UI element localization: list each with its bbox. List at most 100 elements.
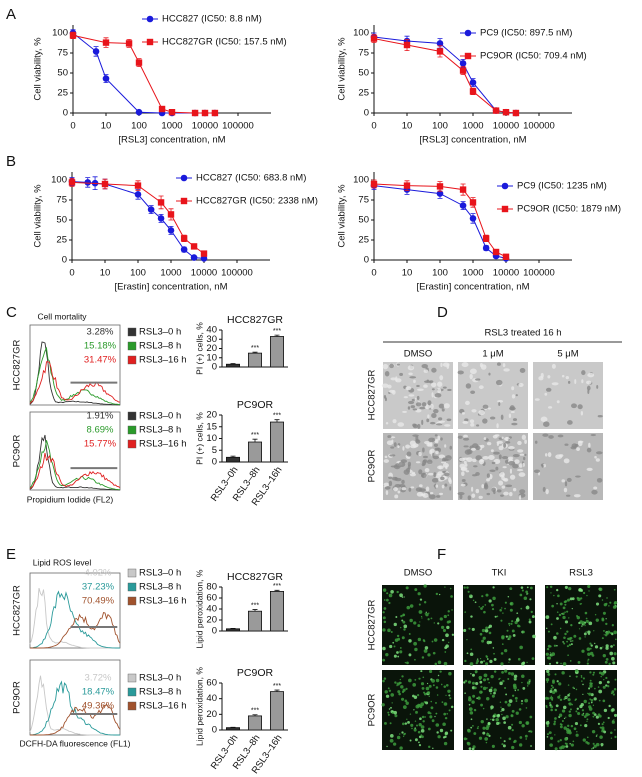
x-tick-label: 100: [432, 121, 448, 132]
fluorescent-cell: [546, 681, 549, 683]
cell: [591, 489, 598, 495]
fluorescent-cell: [608, 704, 611, 708]
flow-x-label: DCFH-DA fluorescence (FL1): [19, 738, 130, 748]
fluorescent-cell: [529, 586, 533, 590]
cell: [440, 362, 443, 368]
fluorescent-cell: [486, 697, 490, 701]
fluorescent-cell: [554, 673, 557, 676]
panel-label: F: [437, 546, 446, 563]
x-tick-label: 100000: [221, 268, 253, 279]
y-axis-label: Cell viability, %: [337, 184, 348, 248]
fluorescent-cell: [386, 745, 388, 748]
fluorescent-cell: [443, 661, 448, 666]
fluorescent-cell: [509, 587, 513, 591]
cell: [498, 480, 504, 486]
fluorescent-cell: [593, 697, 597, 701]
legend-swatch: [127, 411, 137, 421]
fluorescent-cell: [484, 737, 489, 741]
fluorescent-cell: [583, 715, 587, 718]
fluorescent-cell: [502, 716, 506, 721]
fluorescent-cell: [476, 697, 478, 700]
fluorescent-cell: [526, 661, 528, 664]
cell: [442, 462, 449, 468]
fluorescent-cell: [547, 630, 550, 633]
cell: [390, 377, 397, 381]
fluorescent-cell: [557, 695, 561, 699]
fluorescent-cell: [431, 679, 435, 683]
data-point: [512, 109, 520, 117]
cell: [540, 416, 548, 422]
fluorescent-cell: [486, 687, 488, 689]
fluorescent-cell: [387, 713, 390, 716]
cell: [428, 494, 436, 500]
cell: [432, 452, 435, 458]
cell: [486, 478, 490, 482]
fluorescent-cell: [613, 601, 618, 605]
fluorescent-cell: [585, 619, 589, 623]
error-bar: [252, 714, 258, 716]
fluorescent-cell: [570, 708, 572, 711]
fluorescent-cell: [418, 744, 422, 747]
fluorescent-cell: [507, 671, 511, 675]
fluorescent-cell: [551, 604, 554, 608]
fluorescent-cell: [382, 588, 387, 592]
cell: [443, 403, 450, 409]
fluorescent-cell: [577, 712, 581, 716]
data-point: [492, 107, 500, 114]
cell: [428, 437, 436, 443]
fluorescent-cell: [528, 618, 531, 621]
fluorescent-cell: [474, 686, 477, 690]
cell: [534, 440, 538, 444]
cell: [486, 492, 491, 496]
fluorescent-cell: [531, 615, 535, 619]
fluorescent-cell: [592, 673, 595, 676]
fluorescent-cell: [488, 631, 492, 635]
micrograph: [533, 433, 603, 500]
fluorescent-cell: [568, 586, 572, 591]
cell: [434, 447, 440, 451]
fluorescent-cell: [439, 728, 444, 733]
fluorescent-cell: [502, 744, 506, 748]
row-label: PC9OR: [12, 681, 23, 714]
fluorescent-cell: [526, 586, 529, 589]
fluorescent-cell: [607, 716, 610, 720]
fluorescent-cell: [401, 596, 404, 598]
cell: [430, 382, 437, 388]
fluorescent-cell: [516, 612, 519, 615]
fluorescent-cell: [428, 612, 430, 614]
x-tick-label: 100: [131, 121, 147, 132]
fluorescent-cell: [486, 718, 488, 720]
cell: [421, 463, 425, 467]
cell: [410, 486, 415, 489]
fluorescent-cell: [601, 729, 604, 733]
cell: [524, 439, 527, 444]
fluorescent-cell: [488, 640, 492, 644]
cell: [496, 362, 501, 366]
fluorescent-cell: [384, 721, 387, 725]
fluorescent-cell: [478, 675, 483, 680]
fluorescent-cell: [483, 673, 488, 678]
fluorescent-cell: [414, 678, 417, 681]
fluorescent-cell: [592, 742, 595, 745]
y-tick-label: 30: [206, 334, 217, 345]
y-tick-label: 15: [206, 421, 217, 432]
fluorescent-cell: [425, 612, 429, 617]
cell: [411, 471, 416, 475]
fluorescent-cell: [524, 698, 529, 703]
fluorescent-cell: [495, 717, 500, 722]
cell: [482, 456, 489, 460]
cell: [596, 385, 599, 389]
fluorescent-cell: [445, 694, 447, 697]
fluorescent-cell: [390, 693, 395, 697]
data-point: [403, 41, 411, 49]
fluorescent-cell: [463, 628, 467, 633]
fluorescent-cell: [420, 682, 425, 686]
fluorescent-cell: [525, 605, 530, 610]
cell: [480, 444, 485, 449]
cell: [463, 434, 468, 438]
fluorescent-cell: [417, 730, 421, 734]
fluorescent-cell: [549, 585, 553, 589]
fluorescent-cell: [465, 738, 468, 740]
chart-title: PC9OR: [237, 667, 274, 679]
cell: [586, 447, 592, 453]
